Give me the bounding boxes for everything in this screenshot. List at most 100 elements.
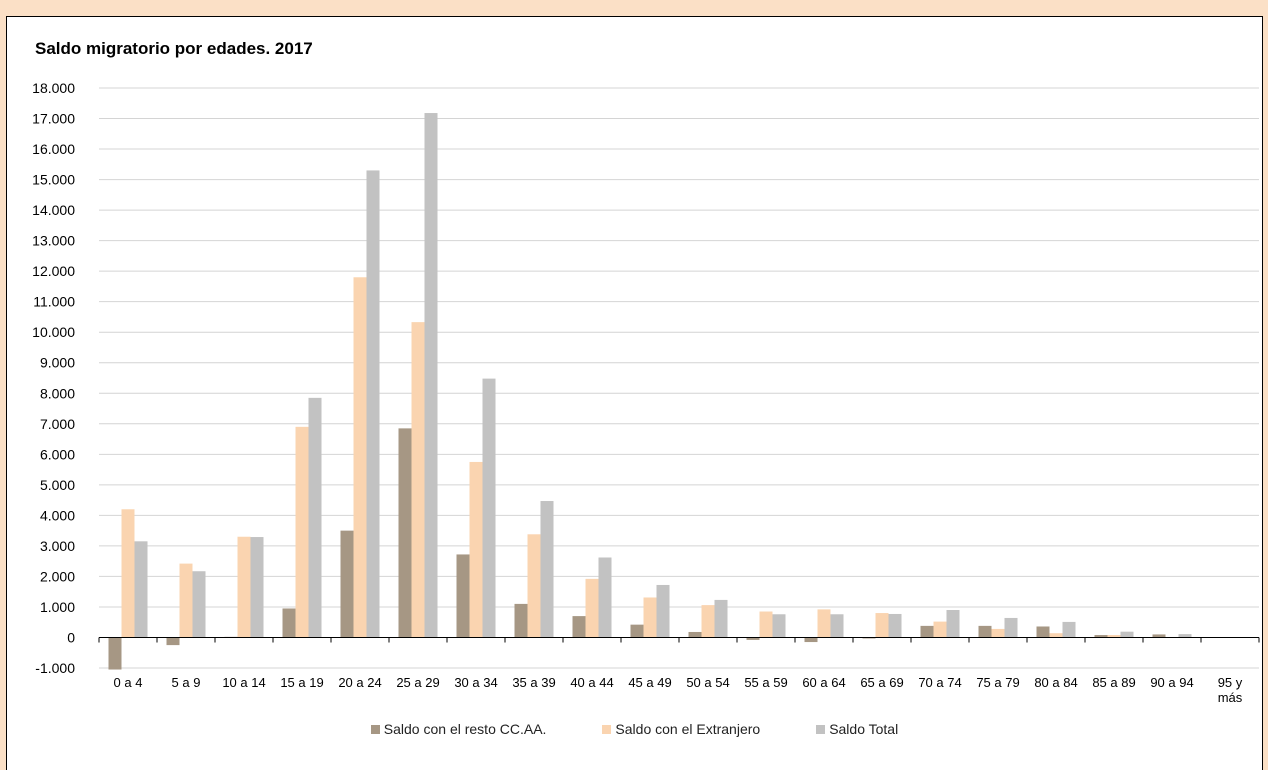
legend-item: Saldo con el resto CC.AA. xyxy=(370,721,547,737)
legend-label: Saldo con el Extranjero xyxy=(615,721,761,737)
bar xyxy=(411,322,425,638)
bar xyxy=(1152,634,1166,638)
bar xyxy=(933,621,947,638)
x-tick-label: 60 a 64 xyxy=(802,675,845,690)
x-tick-label: 90 a 94 xyxy=(1150,675,1193,690)
y-tick-label: 18.000 xyxy=(32,80,75,96)
x-tick-label: 55 a 59 xyxy=(744,675,787,690)
x-tick-label: 15 a 19 xyxy=(280,675,323,690)
y-tick-label: 6.000 xyxy=(40,446,75,462)
y-tick-label: 0 xyxy=(67,629,75,645)
bar xyxy=(108,637,122,670)
y-tick-label: 3.000 xyxy=(40,538,75,554)
bar xyxy=(398,428,412,638)
y-tick-label: 11.000 xyxy=(33,294,75,310)
bar xyxy=(540,501,554,638)
y-tick-label: 4.000 xyxy=(40,507,75,523)
bar xyxy=(282,608,296,638)
y-tick-label: 14.000 xyxy=(32,202,75,218)
x-tick-label: 95 y xyxy=(1218,675,1243,690)
bar xyxy=(656,584,670,638)
y-tick-label: -1.000 xyxy=(35,660,75,676)
bar xyxy=(166,637,180,646)
y-tick-label: 12.000 xyxy=(32,263,75,279)
bar xyxy=(295,426,309,638)
bar xyxy=(527,534,541,638)
legend-swatch xyxy=(602,724,612,734)
bar xyxy=(366,170,380,638)
y-tick-label: 16.000 xyxy=(32,141,75,157)
x-tick-label: 10 a 14 xyxy=(222,675,265,690)
bar xyxy=(192,571,206,638)
bar xyxy=(598,557,612,638)
bar xyxy=(991,628,1005,638)
bar xyxy=(1178,634,1192,638)
bar xyxy=(688,631,702,638)
x-tick-label: más xyxy=(1218,690,1243,705)
bar xyxy=(978,625,992,638)
bar xyxy=(830,614,844,638)
x-tick-label: 85 a 89 xyxy=(1092,675,1135,690)
y-tick-label: 2.000 xyxy=(40,568,75,584)
y-tick-label: 9.000 xyxy=(40,355,75,371)
bar xyxy=(308,397,322,638)
y-tick-label: 1.000 xyxy=(40,599,75,615)
y-tick-label: 17.000 xyxy=(32,111,75,127)
legend-item: Saldo con el Extranjero xyxy=(602,721,760,737)
bar xyxy=(424,113,438,638)
bar xyxy=(456,554,470,638)
legend-swatch xyxy=(816,724,826,734)
bar xyxy=(701,605,715,638)
bar xyxy=(875,613,889,638)
x-tick-label: 20 a 24 xyxy=(338,675,381,690)
y-tick-label: 13.000 xyxy=(32,233,75,249)
bar xyxy=(340,530,354,638)
y-tick-label: 15.000 xyxy=(32,172,75,188)
bar xyxy=(817,609,831,638)
bar xyxy=(179,563,193,638)
legend-swatch xyxy=(370,724,380,734)
legend-label: Saldo Total xyxy=(829,721,899,737)
y-tick-label: 8.000 xyxy=(40,385,75,401)
bar xyxy=(482,378,496,638)
bar xyxy=(714,599,728,638)
x-tick-label: 25 a 29 xyxy=(396,675,439,690)
bar-chart: -1.000 0 1.000 2.000 3.000 4.000 5.000 6.000 7.0… xyxy=(32,80,1260,705)
bar xyxy=(1004,617,1018,638)
x-tick-label: 80 a 84 xyxy=(1034,675,1077,690)
bar xyxy=(888,613,902,638)
x-tick-label: 75 a 79 xyxy=(976,675,1019,690)
bar xyxy=(1049,633,1063,638)
x-tick-label: 50 a 54 xyxy=(686,675,729,690)
bar xyxy=(121,509,135,638)
bar xyxy=(1107,635,1121,638)
chart-legend: Saldo con el resto CC.AA. Saldo con el Ex… xyxy=(7,721,1262,737)
x-tick-label: 0 a 4 xyxy=(114,675,143,690)
bar xyxy=(572,616,586,638)
bar xyxy=(1094,635,1108,638)
x-tick-label: 70 a 74 xyxy=(918,675,961,690)
bar xyxy=(514,603,528,638)
bar xyxy=(237,536,251,638)
bar xyxy=(772,614,786,638)
chart-title: Saldo migratorio por edades. 2017 xyxy=(35,39,313,58)
bar xyxy=(920,625,934,638)
y-tick-label: 7.000 xyxy=(40,416,75,432)
bar xyxy=(643,597,657,638)
bar xyxy=(630,624,644,638)
x-tick-label: 40 a 44 xyxy=(570,675,613,690)
bar xyxy=(1120,631,1134,638)
x-tick-label: 45 a 49 xyxy=(628,675,671,690)
legend-item: Saldo Total xyxy=(816,721,898,737)
y-tick-label: 10.000 xyxy=(32,324,75,340)
bar xyxy=(134,541,148,638)
bar xyxy=(1036,626,1050,638)
bar xyxy=(946,610,960,638)
chart-frame: Saldo migratorio por edades. 2017 -1.000… xyxy=(6,16,1263,770)
bar xyxy=(1062,621,1076,638)
y-tick-label: 5.000 xyxy=(40,477,75,493)
bar xyxy=(746,637,760,640)
x-tick-label: 5 a 9 xyxy=(172,675,201,690)
legend-label: Saldo con el resto CC.AA. xyxy=(383,721,547,737)
bar xyxy=(759,611,773,638)
